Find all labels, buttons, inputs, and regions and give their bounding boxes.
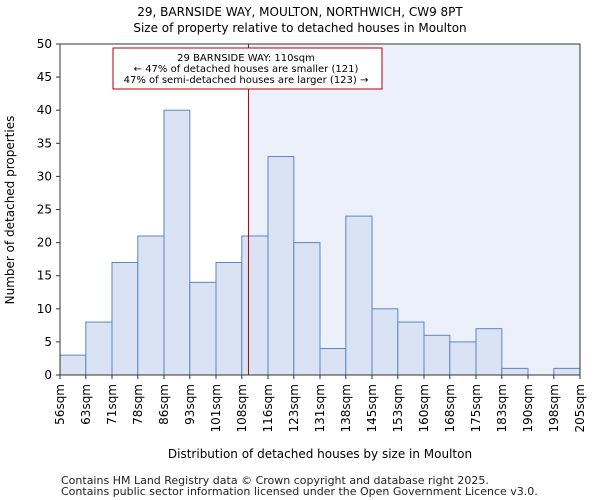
x-tick-label: 160sqm: [417, 384, 431, 432]
x-tick-label: 168sqm: [443, 384, 457, 432]
bar-160sqm: [423, 334, 451, 376]
x-tick-label: 63sqm: [79, 384, 93, 425]
x-tick-label: 101sqm: [209, 384, 223, 432]
bar-168sqm: [449, 341, 477, 376]
bar-116sqm: [267, 156, 295, 376]
x-tick-label: 145sqm: [365, 384, 379, 432]
x-tick-label: 116sqm: [261, 384, 275, 432]
annotation-line-3: 47% of semi-detached houses are larger (…: [124, 75, 369, 86]
x-tick-label: 93sqm: [183, 384, 197, 425]
y-axis-label: Number of detached properties: [3, 116, 17, 305]
x-tick-label: 78sqm: [131, 384, 145, 425]
annotation-line-1: 29 BARNSIDE WAY: 110sqm: [177, 53, 315, 64]
bar-183sqm: [501, 367, 529, 376]
bar-123sqm: [293, 242, 321, 376]
bar-71sqm: [111, 261, 139, 376]
chart-title: 29, BARNSIDE WAY, MOULTON, NORTHWICH, CW…: [137, 5, 463, 19]
bar-138sqm: [345, 215, 373, 376]
bar-56sqm: [59, 354, 87, 376]
x-tick-label: 175sqm: [469, 384, 483, 432]
x-tick-label: 153sqm: [391, 384, 405, 432]
x-tick-label: 190sqm: [521, 384, 535, 432]
y-tick-label: 40: [37, 103, 52, 117]
x-tick-label: 198sqm: [547, 384, 561, 432]
bar-86sqm: [163, 109, 191, 376]
y-tick-label: 20: [37, 236, 52, 250]
bar-198sqm: [553, 367, 581, 376]
bar-101sqm: [215, 261, 243, 376]
bar-131sqm: [319, 348, 347, 376]
y-tick-label: 10: [37, 302, 52, 316]
y-tick-label: 35: [37, 136, 52, 150]
bar-93sqm: [189, 281, 217, 376]
x-tick-label: 183sqm: [495, 384, 509, 432]
y-tick-label: 50: [37, 37, 52, 51]
bar-153sqm: [397, 321, 425, 376]
y-tick-label: 15: [37, 269, 52, 283]
annotation-box: 29 BARNSIDE WAY: 110sqm ← 47% of detache…: [112, 47, 383, 90]
x-tick-label: 108sqm: [235, 384, 249, 432]
annotation-line-2: ← 47% of detached houses are smaller (12…: [134, 64, 359, 75]
chart-subtitle: Size of property relative to detached ho…: [133, 21, 466, 35]
footer-licence: Contains public sector information licen…: [61, 485, 538, 498]
x-tick-label: 205sqm: [573, 384, 587, 432]
x-tick-label: 86sqm: [157, 384, 171, 425]
y-tick-label: 25: [37, 203, 52, 217]
footer-copyright: Contains HM Land Registry data © Crown c…: [61, 474, 489, 487]
x-tick-label: 56sqm: [53, 384, 67, 425]
bar-145sqm: [371, 308, 399, 376]
x-tick-label: 123sqm: [287, 384, 301, 432]
bar-175sqm: [475, 328, 503, 376]
x-tick-label: 71sqm: [105, 384, 119, 425]
bar-78sqm: [137, 235, 165, 376]
x-axis-label: Distribution of detached houses by size …: [168, 447, 472, 461]
x-tick-label: 138sqm: [339, 384, 353, 432]
bar-108sqm: [241, 235, 269, 376]
y-tick-label: 30: [37, 169, 52, 183]
y-tick-label: 0: [44, 368, 52, 382]
x-tick-label: 131sqm: [313, 384, 327, 432]
y-tick-label: 45: [37, 70, 52, 84]
y-tick-label: 5: [44, 335, 52, 349]
bar-63sqm: [85, 321, 113, 376]
